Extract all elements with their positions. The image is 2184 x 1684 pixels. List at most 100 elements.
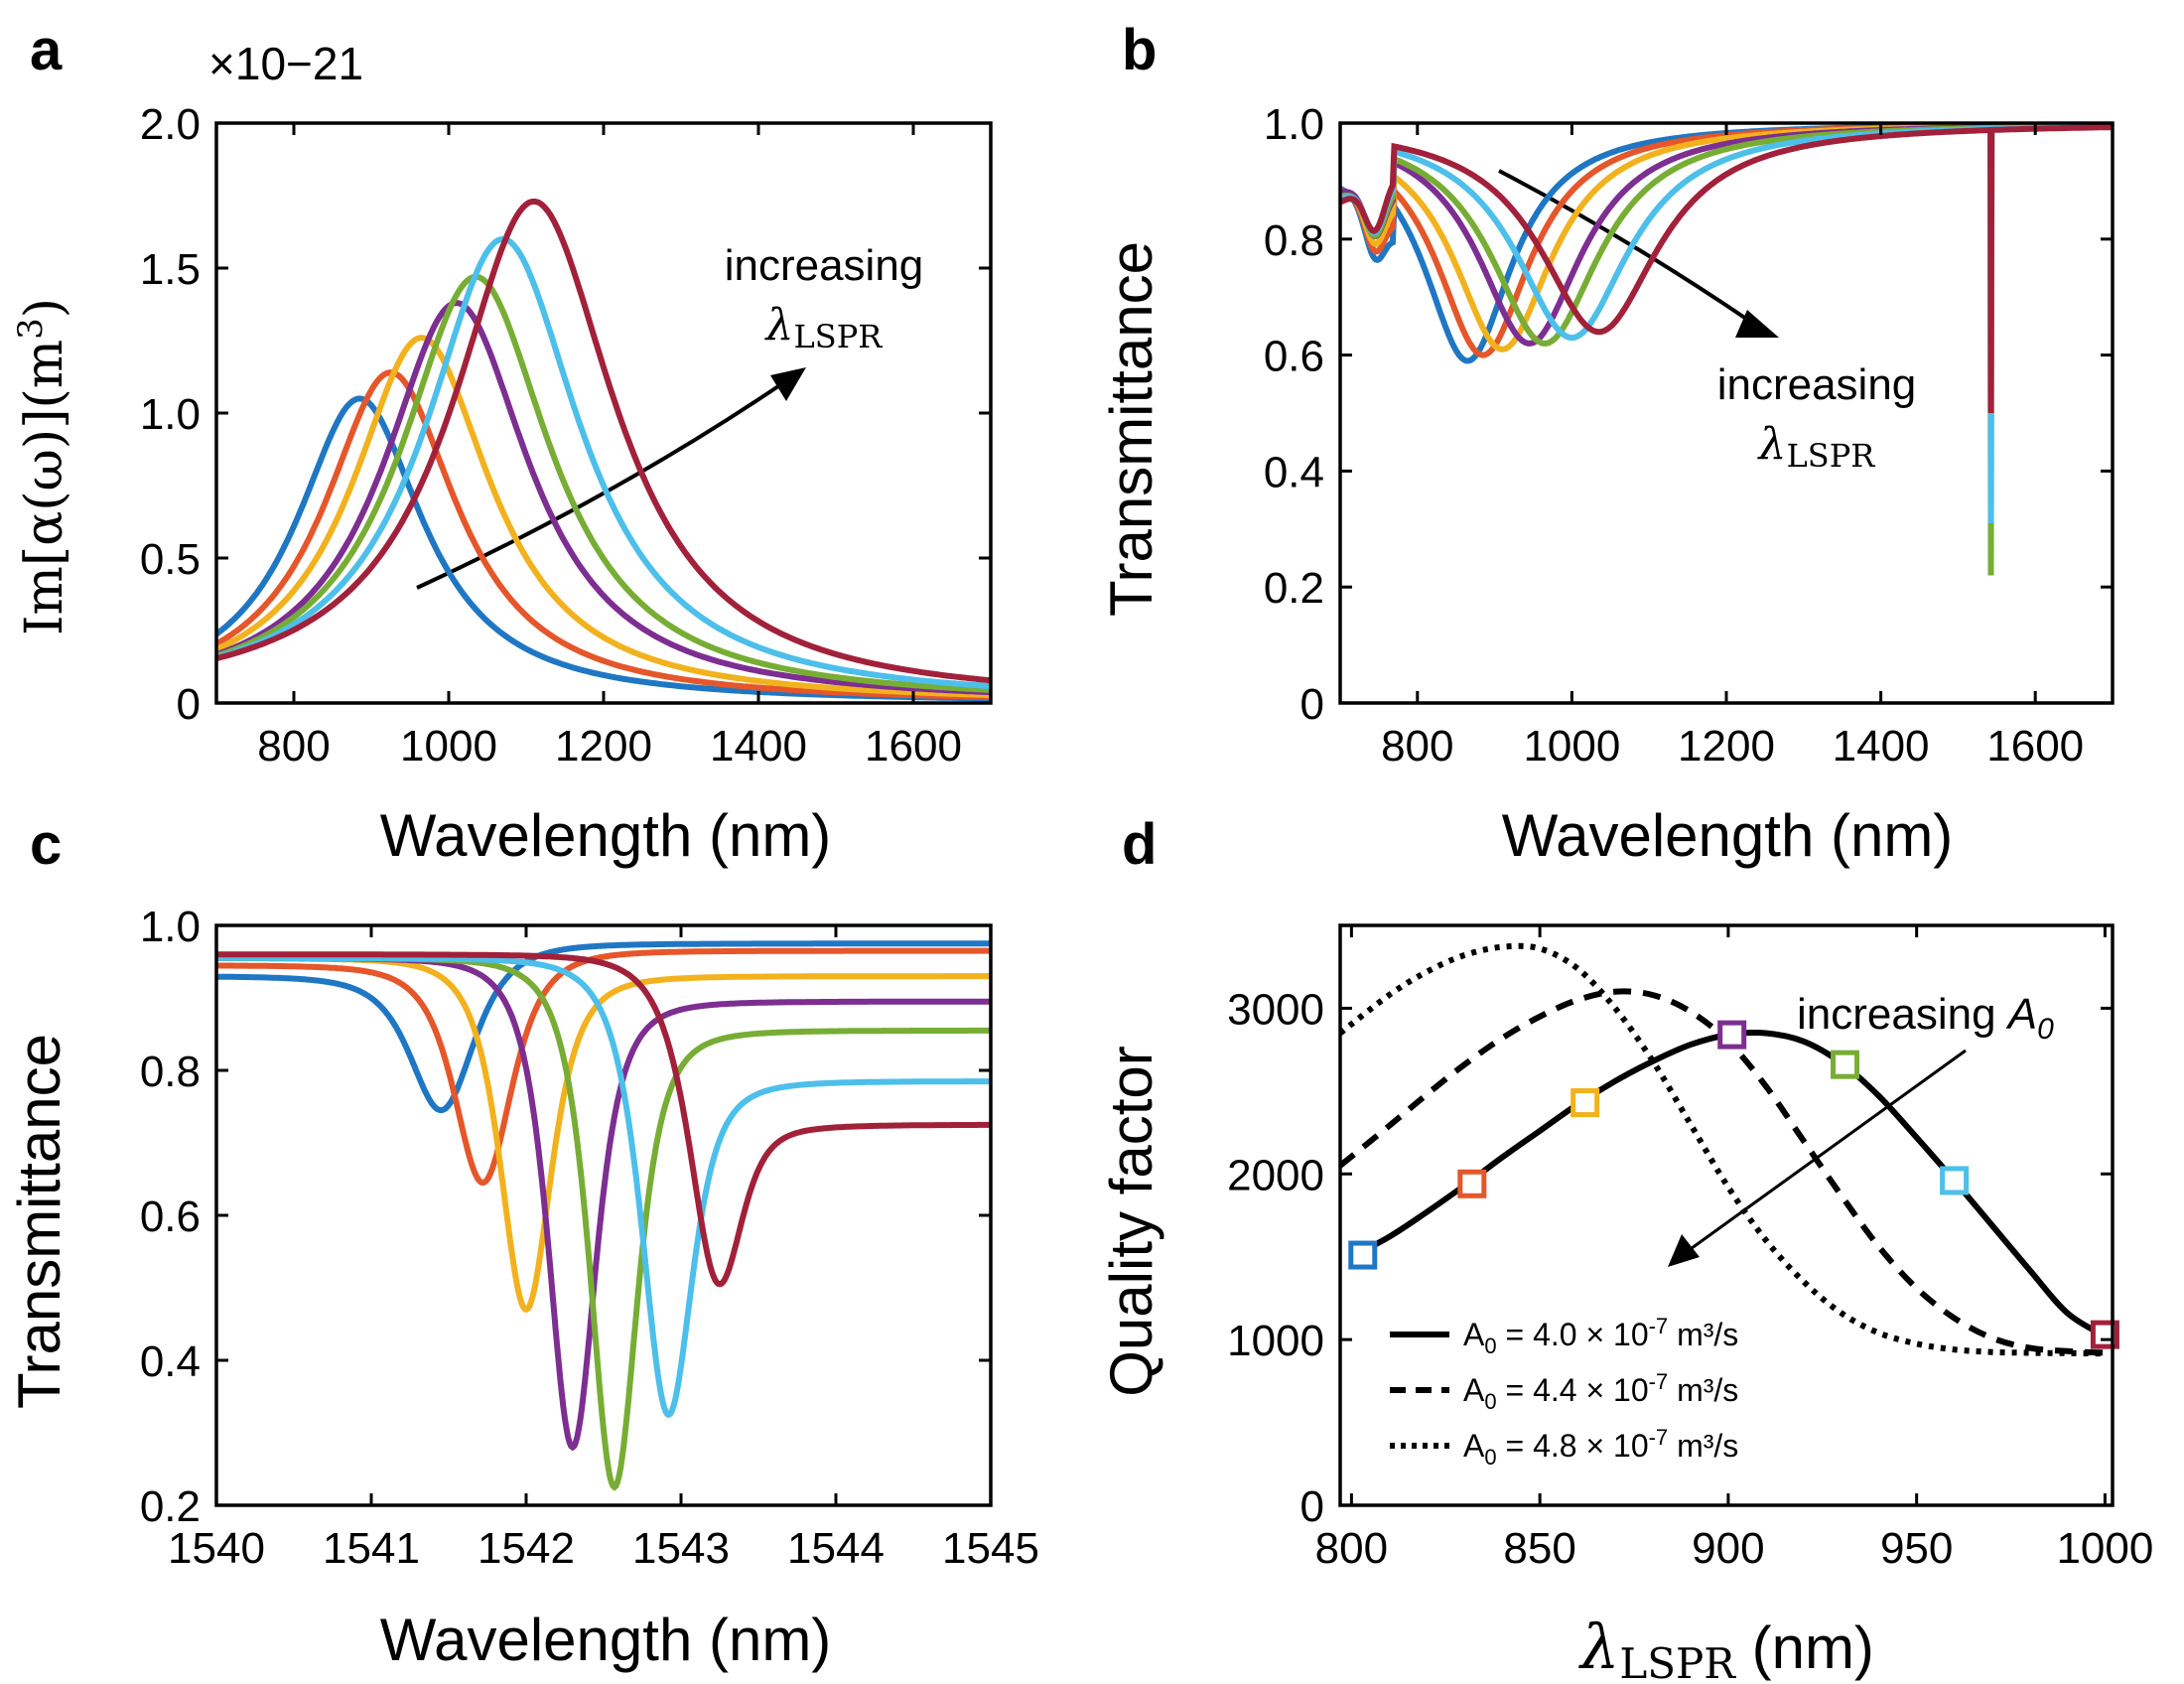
d-xlabel-sub: LSPR (1619, 1639, 1736, 1684)
d-legend-1-sup: -7 (1649, 1369, 1669, 1394)
a-xtick-label: 1200 (555, 722, 652, 771)
d-marker-5 (1831, 1050, 1860, 1079)
b-ytick-label: 0.2 (1264, 564, 1324, 613)
d-legend-label-1: A0 = 4.4 × 10-7 m³/s (1463, 1369, 1738, 1414)
b-axes-frame (1338, 121, 2115, 705)
a-ytick-label: 1.5 (140, 245, 201, 294)
c-xtick-label: 1545 (942, 1524, 1039, 1573)
b-series-line-7 (1340, 124, 2113, 414)
a-xtick-label: 800 (257, 722, 330, 771)
a-ytick-label: 0.5 (140, 535, 201, 584)
d-xlabel-end: (nm) (1735, 1614, 1874, 1681)
c-ytick-label: 1.0 (140, 903, 201, 951)
d-anno-sym: A (2005, 990, 2037, 1039)
c-xtick-label: 1541 (323, 1524, 420, 1573)
d-legend-label-0: A0 = 4.0 × 10-7 m³/s (1463, 1314, 1738, 1358)
panel-label-c: c (30, 812, 62, 877)
d-legend-1-sub: 0 (1484, 1389, 1496, 1414)
c-series-line-2 (216, 947, 991, 1187)
d-marker-3 (1570, 1088, 1600, 1118)
b-ytick-label: 0.4 (1264, 448, 1324, 496)
c-xtick-label: 1544 (787, 1524, 885, 1573)
d-marker-2 (1457, 1169, 1487, 1198)
c-series-line-7 (216, 951, 991, 1288)
b-ytick-label: 0 (1300, 680, 1324, 729)
c-xtick-label: 1542 (478, 1524, 575, 1573)
b-anno-line2: λLSPR (1757, 419, 1876, 475)
a-xtick-label: 1000 (400, 722, 497, 771)
d-xtick-label: 800 (1315, 1524, 1388, 1573)
b-ytick-label: 0.8 (1264, 216, 1324, 265)
b-anno-line1: increasing (1717, 360, 1917, 409)
d-legend-0-mid: = 4.0 × 10 (1497, 1317, 1649, 1352)
b-xtick-label: 1000 (1523, 722, 1620, 771)
c-ytick-label: 0.2 (140, 1482, 201, 1531)
d-ytick-label: 1000 (1227, 1317, 1324, 1365)
a-ylabel: Im[α(ω)](m3) (11, 298, 74, 635)
a-series-line-1 (216, 395, 991, 702)
a-ytick-label: 1.0 (140, 390, 201, 439)
a-anno-line1: increasing (725, 241, 924, 290)
c-series-line-6 (216, 954, 991, 1419)
b-ylabel: Transmittance (1098, 241, 1164, 617)
chart-marks: 800 1000 1200 1400 1600 0 0.5 1.0 1.5 2.0 800 1000 1… (140, 100, 2154, 1573)
c-xtick-label: 1540 (168, 1524, 265, 1573)
d-xtick-label: 850 (1503, 1524, 1575, 1573)
d-ytick-label: 0 (1300, 1482, 1324, 1531)
d-legend-0-sup: -7 (1649, 1314, 1669, 1338)
b-arrow-line (1498, 169, 1754, 325)
a-multiplier: ×10−21 (208, 38, 363, 89)
d-marker-6 (1940, 1166, 1970, 1195)
d-anno-text: increasing (1797, 990, 2008, 1039)
d-ytick-label: 2000 (1227, 1151, 1324, 1199)
a-arrow-head (770, 367, 806, 401)
a-anno-sym: λ (764, 300, 794, 351)
d-xtick-label: 900 (1692, 1524, 1764, 1573)
d-xlabel: λLSPR (nm) (1577, 1611, 1874, 1684)
c-series-line-1 (216, 940, 991, 1114)
a-series-line-2 (216, 369, 991, 700)
svg-text:Im[α(ω)](m3): Im[α(ω)](m3) (11, 298, 74, 635)
d-legend-2-sup: -7 (1649, 1425, 1669, 1450)
b-anno-sym: λ (1757, 419, 1787, 470)
panel-label-d: d (1122, 812, 1157, 877)
d-anno: increasing A0 (1797, 990, 2054, 1046)
c-ylabel: Transmittance (6, 1034, 72, 1409)
d-series-line-dotted (1340, 942, 2106, 1357)
d-xtick-label: 950 (1880, 1524, 1953, 1573)
b-arrow-head (1735, 310, 1779, 338)
a-xtick-label: 1600 (865, 722, 962, 771)
b-xtick-label: 800 (1381, 722, 1453, 771)
b-anno-sub: LSPR (1787, 437, 1876, 475)
d-anno-sub: 0 (2037, 1013, 2054, 1046)
d-legend: A0 = 4.0 × 10-7 m³/s A0 = 4.4 × 10-7 m³/… (1390, 1314, 1738, 1470)
b-xtick-label: 1200 (1678, 722, 1775, 771)
panel-label-a: a (30, 18, 63, 82)
a-anno-line2: λLSPR (764, 300, 884, 355)
d-legend-2-a: A (1463, 1428, 1485, 1464)
d-marker-1 (1348, 1240, 1378, 1270)
d-legend-0-end: m³/s (1668, 1317, 1738, 1352)
a-ytick-label: 2.0 (140, 100, 201, 149)
d-legend-0-a: A (1463, 1317, 1485, 1352)
d-legend-1-mid: = 4.4 × 10 (1497, 1372, 1649, 1408)
d-legend-1-a: A (1463, 1372, 1485, 1408)
c-ytick-label: 0.8 (140, 1048, 201, 1096)
b-xtick-label: 1400 (1833, 722, 1930, 771)
a-anno-sub: LSPR (794, 318, 884, 355)
d-legend-label-2: A0 = 4.8 × 10-7 m³/s (1463, 1425, 1738, 1470)
a-ylabel-sup: 3 (11, 318, 51, 340)
d-ylabel: Quality factor (1098, 1046, 1164, 1396)
d-legend-1-end: m³/s (1668, 1372, 1738, 1408)
a-series-line-4 (216, 300, 991, 696)
a-ylabel-main: Im[α(ω)](m (15, 340, 74, 635)
c-ytick-label: 0.6 (140, 1193, 201, 1241)
a-ylabel-end: ) (15, 298, 74, 318)
a-series-line-6 (216, 235, 991, 690)
d-arrow-head (1668, 1234, 1700, 1267)
a-xlabel: Wavelength (nm) (380, 802, 832, 869)
b-ytick-label: 0.6 (1264, 333, 1324, 381)
a-xtick-label: 1400 (710, 722, 807, 771)
a-ytick-label: 0 (177, 680, 201, 729)
